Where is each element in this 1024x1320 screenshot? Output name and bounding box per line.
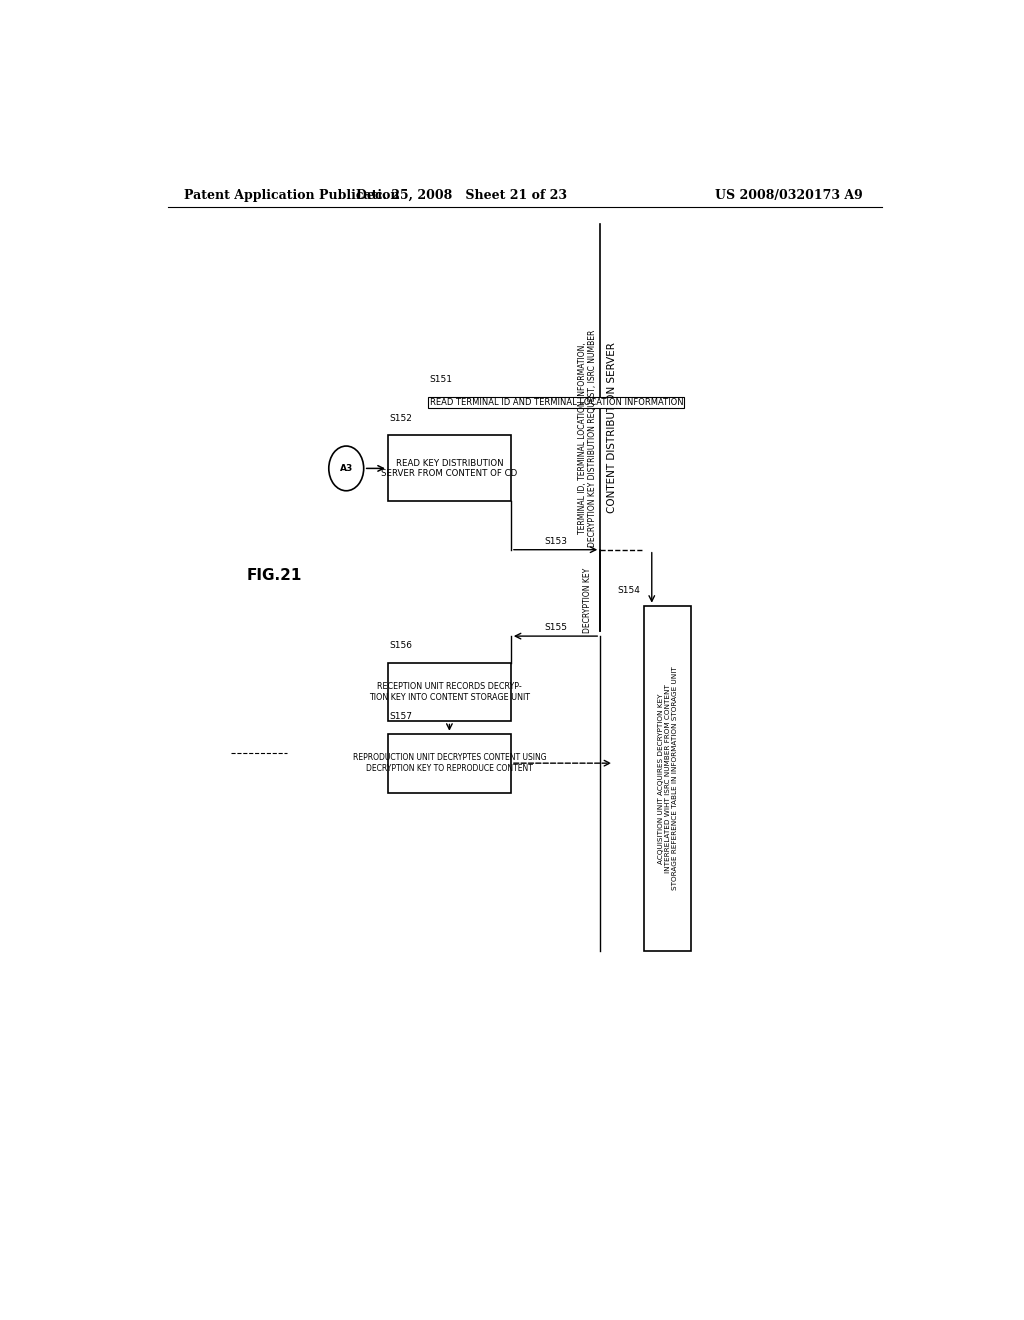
Text: S155: S155	[544, 623, 567, 632]
Text: S152: S152	[389, 414, 413, 424]
Text: ACQUISITION UNIT ACQUIRES DECRYPTION KEY
INTERRELATED WIHT ISRC NUMBER FROM CONT: ACQUISITION UNIT ACQUIRES DECRYPTION KEY…	[657, 667, 678, 890]
Text: S151: S151	[430, 375, 453, 384]
Bar	[388, 436, 511, 502]
Text: FIG.21: FIG.21	[247, 568, 302, 582]
Text: REPRODUCTION UNIT DECRYPTES CONTENT USING
DECRYPTION KEY TO REPRODUCE CONTENT: REPRODUCTION UNIT DECRYPTES CONTENT USIN…	[352, 754, 546, 772]
Text: RECEPTION UNIT RECORDS DECRYP-
TION KEY INTO CONTENT STORAGE UNIT: RECEPTION UNIT RECORDS DECRYP- TION KEY …	[369, 682, 529, 702]
Text: S156: S156	[389, 642, 413, 651]
Text: READ KEY DISTRIBUTION
SERVER FROM CONTENT OF CD: READ KEY DISTRIBUTION SERVER FROM CONTEN…	[381, 459, 517, 478]
Text: Patent Application Publication: Patent Application Publication	[183, 189, 399, 202]
Text: S153: S153	[544, 537, 567, 545]
Text: S154: S154	[617, 586, 640, 595]
Text: A3: A3	[340, 463, 353, 473]
Bar	[388, 734, 511, 792]
Bar	[388, 663, 511, 722]
Text: S157: S157	[389, 713, 413, 722]
Text: US 2008/0320173 A9: US 2008/0320173 A9	[715, 189, 863, 202]
Text: DECRYPTION KEY: DECRYPTION KEY	[583, 568, 592, 634]
Text: READ TERMINAL ID AND TERMINAL LOCATION INFORMATION: READ TERMINAL ID AND TERMINAL LOCATION I…	[430, 397, 683, 407]
Text: Dec. 25, 2008   Sheet 21 of 23: Dec. 25, 2008 Sheet 21 of 23	[355, 189, 567, 202]
Text: TERMINAL ID, TERMINAL LOCATION INFORMATION,
DECRYPTION KEY DISTRIBUTION REQUEST,: TERMINAL ID, TERMINAL LOCATION INFORMATI…	[578, 329, 597, 546]
Bar	[644, 606, 691, 952]
Text: CONTENT DISTRIBUTION SERVER: CONTENT DISTRIBUTION SERVER	[606, 342, 616, 513]
